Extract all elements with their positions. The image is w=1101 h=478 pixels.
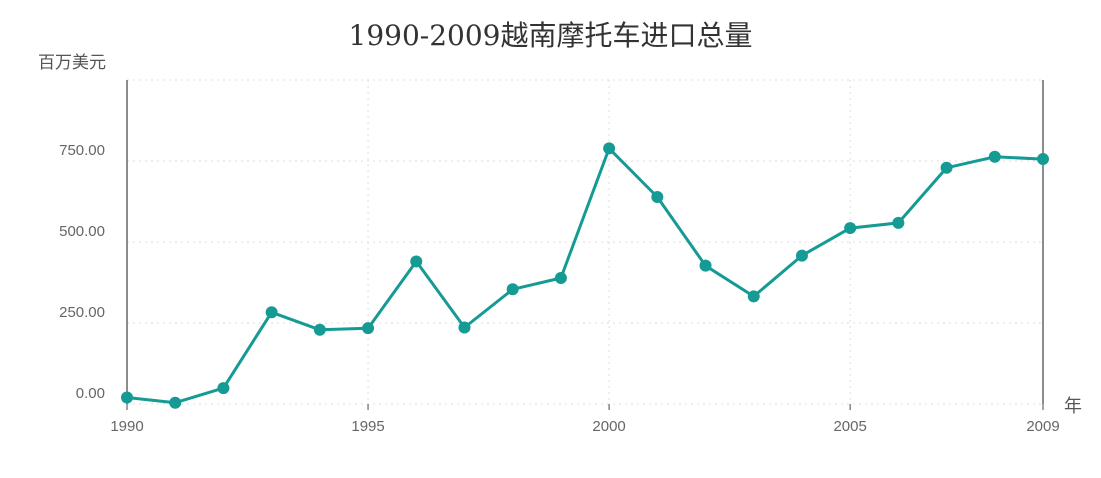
data-point (795, 249, 808, 262)
series-line (126, 146, 1044, 405)
data-point (940, 161, 953, 174)
data-point (458, 321, 471, 334)
y-tick-label: 500.00 (59, 223, 105, 240)
data-point (554, 271, 567, 284)
data-point (362, 322, 375, 335)
data-point (1037, 153, 1049, 166)
x-tick-label: 1995 (351, 418, 384, 435)
data-point (988, 150, 1001, 163)
x-tick-label: 1990 (110, 418, 143, 435)
y-tick-label: 250.00 (59, 304, 105, 321)
data-point (217, 382, 230, 395)
data-point (892, 216, 905, 229)
x-tick-label: 2009 (1026, 418, 1059, 435)
data-point (506, 283, 519, 296)
data-point (410, 255, 423, 268)
y-axis-unit-label: 百万美元 (38, 53, 106, 73)
chart-title: 1990-2009越南摩托车进口总量 (348, 19, 753, 52)
data-point (169, 396, 182, 409)
y-tick-label: 0.00 (76, 385, 105, 402)
x-tick-label: 2005 (833, 418, 866, 435)
y-tick-label: 750.00 (59, 142, 105, 159)
data-point (699, 259, 712, 272)
data-point (747, 290, 760, 303)
data-point (844, 222, 857, 235)
data-point (651, 190, 664, 203)
data-point (265, 306, 278, 319)
data-point (603, 142, 616, 155)
x-axis-unit-label: 年 (1064, 396, 1082, 417)
data-point (121, 391, 133, 404)
data-point (313, 323, 326, 336)
x-tick-label: 2000 (592, 418, 625, 435)
